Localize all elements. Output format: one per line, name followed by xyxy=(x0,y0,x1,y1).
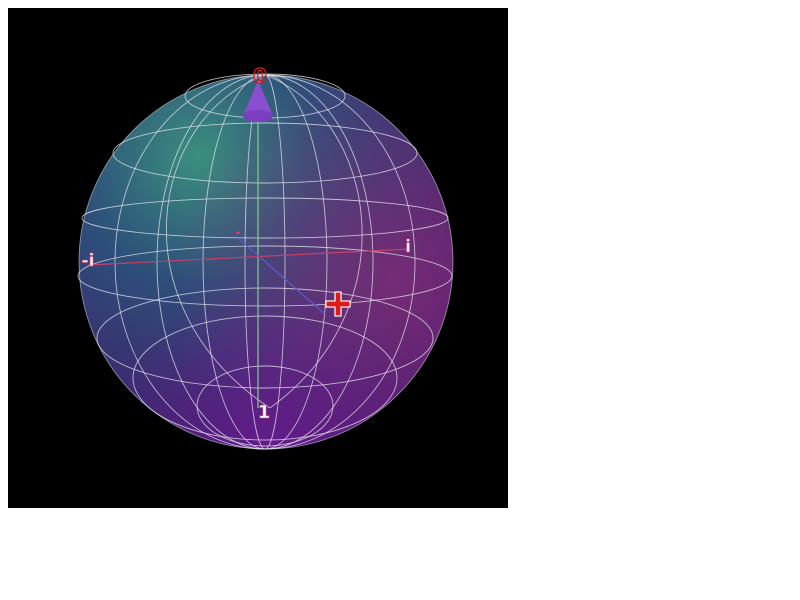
label-top: 0 xyxy=(253,64,267,88)
label-bottom: 1 xyxy=(258,402,271,423)
bloch-sphere-canvas[interactable]: 0 1 -i i - xyxy=(8,8,508,508)
plus-marker-icon[interactable] xyxy=(325,291,351,317)
x-axis xyxy=(237,237,327,316)
sphere-wireframe xyxy=(77,73,454,450)
cone-arrow-icon[interactable] xyxy=(243,80,273,122)
label-left: -i xyxy=(82,251,95,271)
y-axis xyxy=(87,248,411,266)
label-center-minus: - xyxy=(236,225,241,239)
label-right: i xyxy=(405,237,411,257)
bloch-sphere-viewport[interactable]: 0 1 -i i - xyxy=(8,8,508,508)
